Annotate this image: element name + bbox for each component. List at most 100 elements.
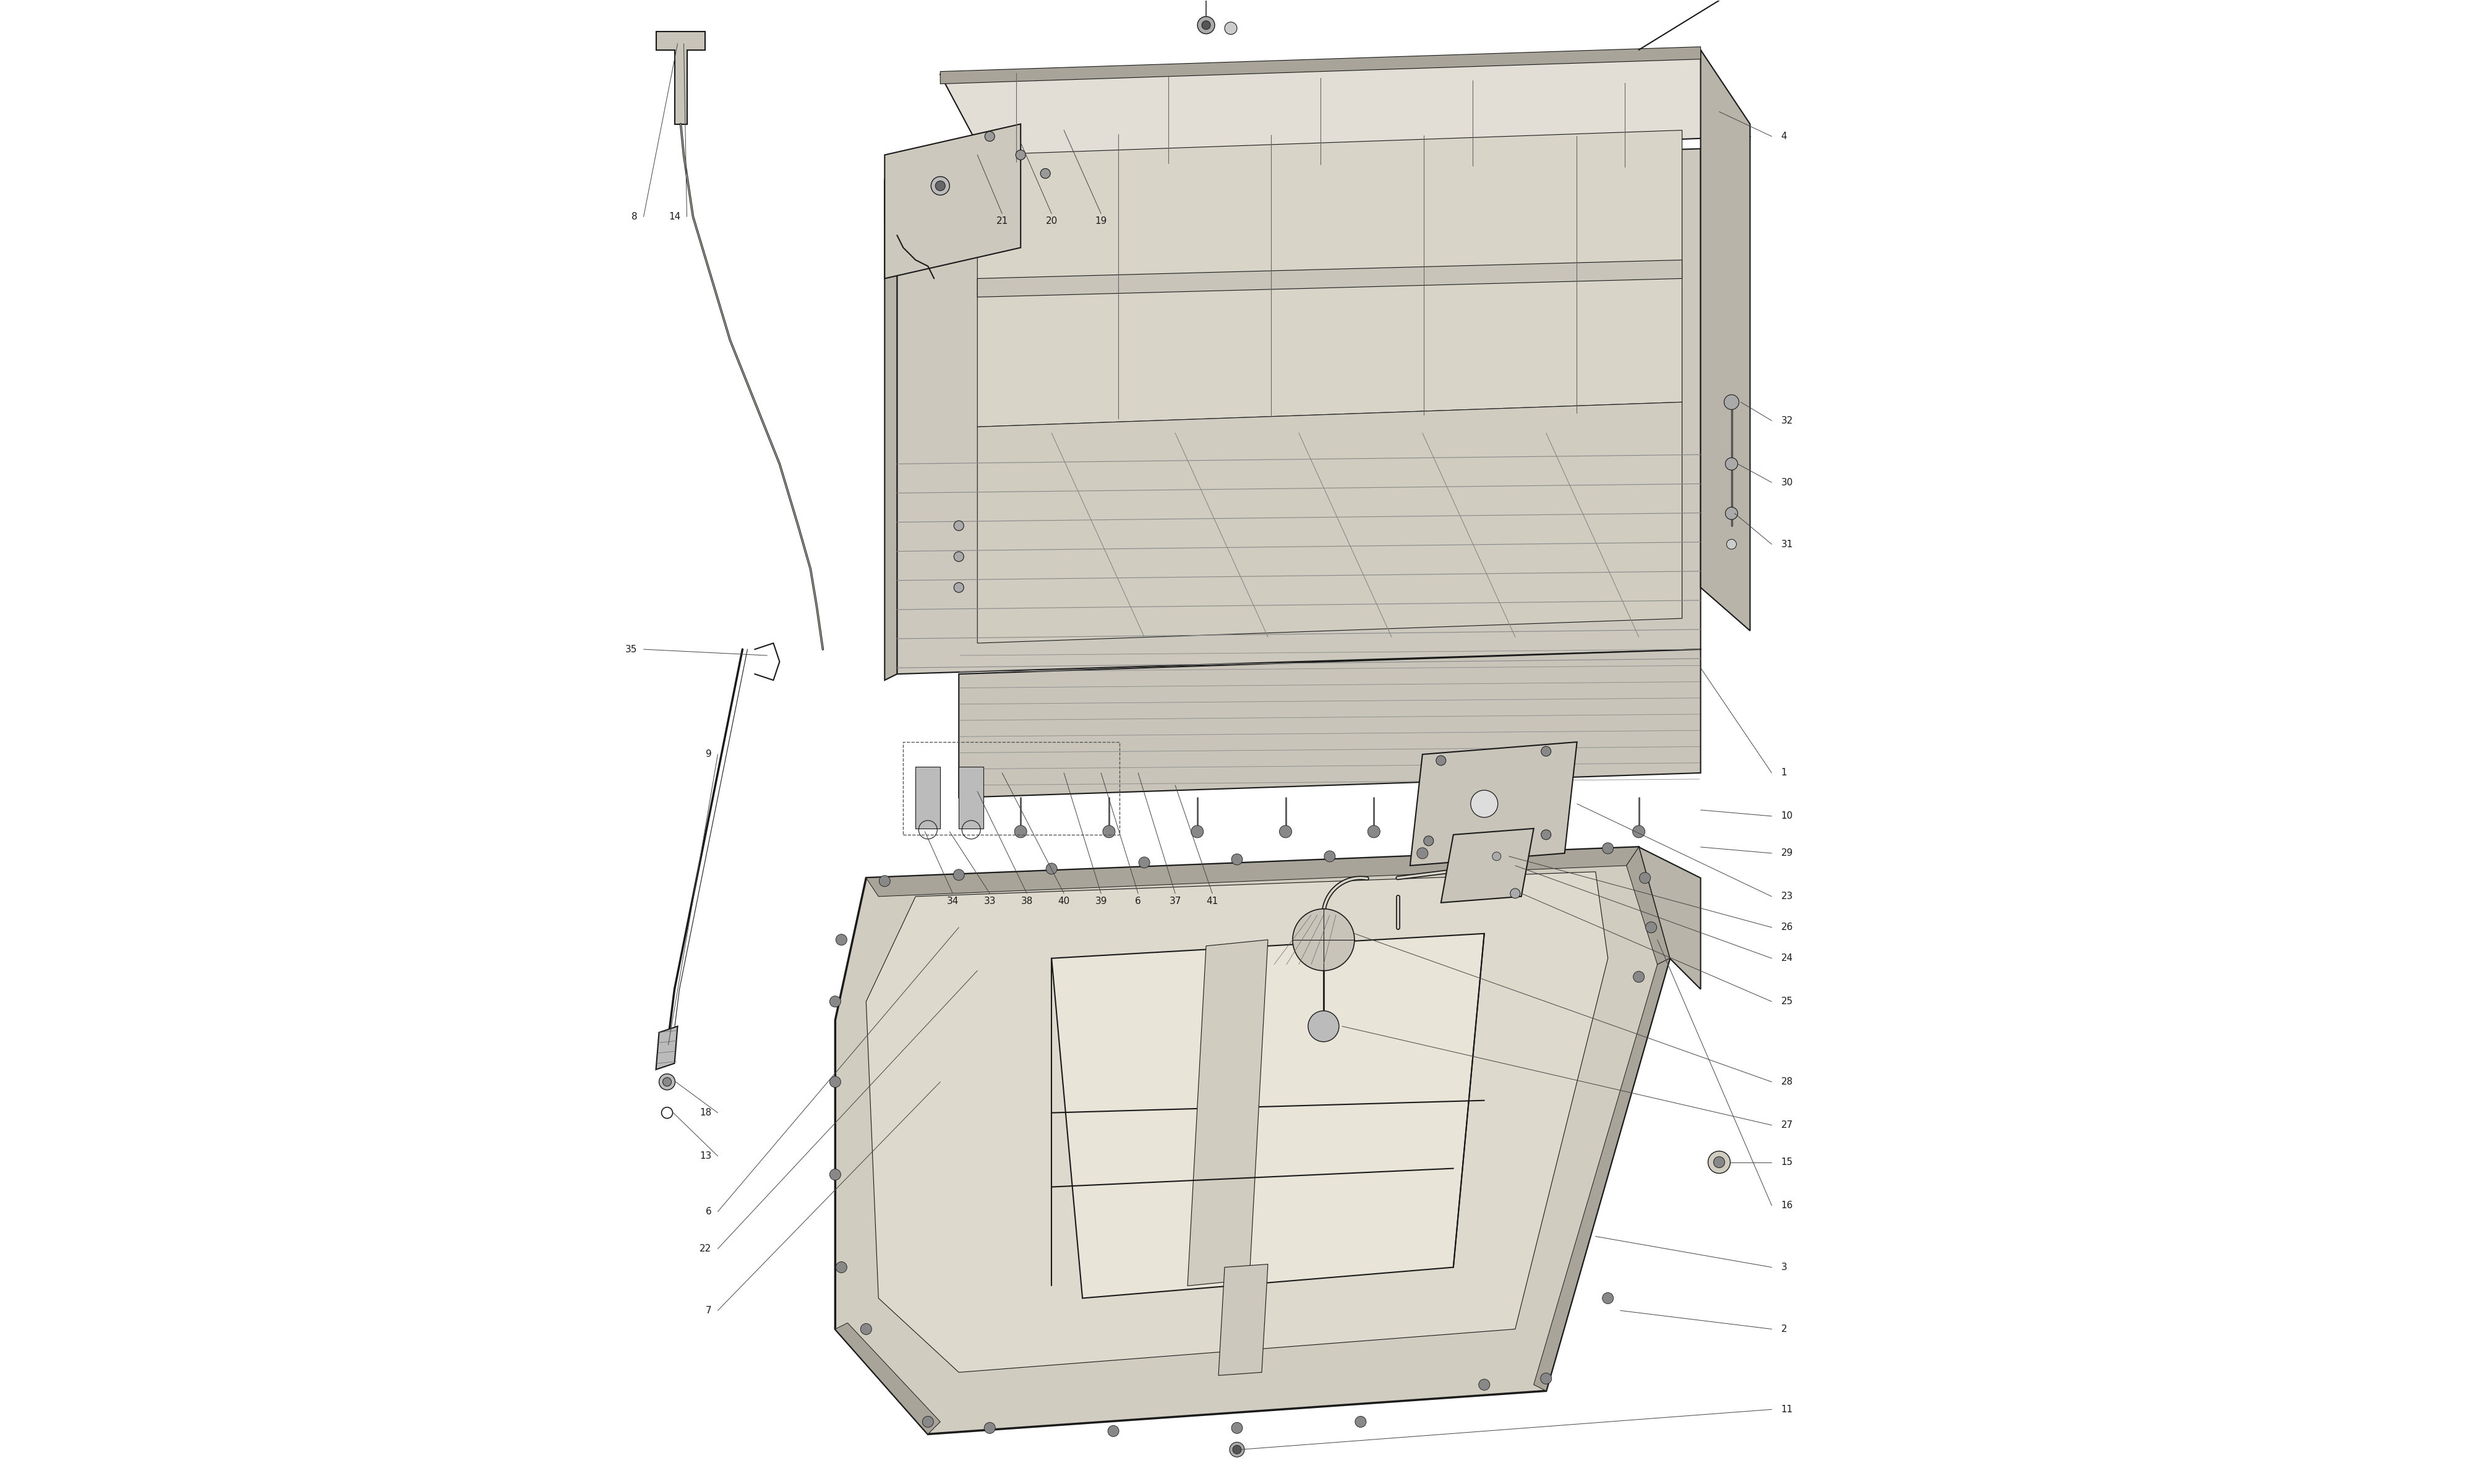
Circle shape <box>1309 1011 1338 1042</box>
Circle shape <box>1544 825 1556 838</box>
Circle shape <box>1633 825 1645 838</box>
Circle shape <box>1470 789 1497 818</box>
Text: 22: 22 <box>700 1244 713 1254</box>
Circle shape <box>1103 825 1116 838</box>
Circle shape <box>829 1169 841 1180</box>
Text: 18: 18 <box>700 1109 713 1117</box>
Text: 38: 38 <box>1022 896 1032 905</box>
Text: 40: 40 <box>1059 896 1069 905</box>
Polygon shape <box>977 131 1682 427</box>
Text: 19: 19 <box>1096 217 1106 226</box>
Circle shape <box>1603 843 1613 853</box>
Text: 8: 8 <box>631 212 638 221</box>
Text: 35: 35 <box>626 644 638 654</box>
Text: 30: 30 <box>1781 478 1794 487</box>
Text: 31: 31 <box>1781 540 1794 549</box>
Circle shape <box>829 1076 841 1088</box>
Text: 27: 27 <box>1781 1120 1794 1129</box>
Circle shape <box>952 870 965 880</box>
Polygon shape <box>836 1322 940 1434</box>
Circle shape <box>955 583 965 592</box>
Circle shape <box>1232 853 1242 865</box>
Circle shape <box>1541 830 1551 840</box>
Circle shape <box>1541 746 1551 757</box>
Circle shape <box>1714 1156 1724 1168</box>
Circle shape <box>923 1416 933 1428</box>
Text: 39: 39 <box>1096 896 1106 905</box>
Circle shape <box>955 552 965 561</box>
Circle shape <box>1202 21 1210 30</box>
Circle shape <box>1727 539 1737 549</box>
Circle shape <box>1492 852 1502 861</box>
Circle shape <box>1324 850 1336 862</box>
Circle shape <box>1108 1426 1118 1437</box>
Text: 20: 20 <box>1047 217 1056 226</box>
Circle shape <box>1368 825 1380 838</box>
Circle shape <box>1017 150 1027 160</box>
Text: 14: 14 <box>668 212 680 221</box>
Polygon shape <box>977 260 1682 297</box>
Circle shape <box>1509 844 1522 856</box>
Circle shape <box>658 1074 675 1089</box>
Text: 4: 4 <box>1781 132 1786 141</box>
Circle shape <box>829 996 841 1008</box>
Text: 32: 32 <box>1781 416 1794 426</box>
Bar <box>960 767 985 828</box>
Polygon shape <box>940 47 1700 85</box>
Circle shape <box>1724 395 1739 410</box>
Text: 34: 34 <box>948 896 957 905</box>
Polygon shape <box>656 31 705 125</box>
Text: 13: 13 <box>700 1152 713 1160</box>
Polygon shape <box>886 174 898 680</box>
Circle shape <box>955 521 965 531</box>
Polygon shape <box>1440 828 1534 902</box>
Text: 6: 6 <box>1136 896 1141 905</box>
Polygon shape <box>940 50 1749 168</box>
Text: 2: 2 <box>1781 1324 1786 1334</box>
Circle shape <box>1225 22 1237 34</box>
Circle shape <box>1645 922 1658 933</box>
Circle shape <box>1707 1152 1729 1174</box>
Polygon shape <box>836 847 1670 1434</box>
Circle shape <box>663 1077 670 1086</box>
Text: 1: 1 <box>1781 769 1786 778</box>
Circle shape <box>1014 825 1027 838</box>
Text: 28: 28 <box>1781 1077 1794 1086</box>
Circle shape <box>1423 835 1432 846</box>
Circle shape <box>1232 1445 1242 1454</box>
Text: 7: 7 <box>705 1306 713 1315</box>
Text: 16: 16 <box>1781 1201 1794 1209</box>
Circle shape <box>1640 873 1650 883</box>
Circle shape <box>1356 1416 1366 1428</box>
Circle shape <box>1541 1373 1551 1385</box>
Text: 11: 11 <box>1781 1405 1794 1414</box>
Polygon shape <box>1051 933 1484 1298</box>
Circle shape <box>836 935 846 945</box>
Text: 3: 3 <box>1781 1263 1786 1272</box>
Text: 25: 25 <box>1781 997 1794 1006</box>
Circle shape <box>1042 169 1051 178</box>
Circle shape <box>1291 908 1353 971</box>
Circle shape <box>1230 1442 1244 1457</box>
Circle shape <box>878 876 891 886</box>
Polygon shape <box>1220 1264 1267 1376</box>
Text: 15: 15 <box>1781 1158 1794 1166</box>
Polygon shape <box>866 871 1608 1373</box>
Circle shape <box>1418 847 1427 859</box>
Polygon shape <box>656 1027 678 1070</box>
Text: 23: 23 <box>1781 892 1794 901</box>
Circle shape <box>1047 864 1056 874</box>
Bar <box>903 742 1121 834</box>
Polygon shape <box>866 847 1638 896</box>
Text: 26: 26 <box>1781 923 1794 932</box>
Polygon shape <box>886 162 960 229</box>
Circle shape <box>985 132 995 141</box>
Circle shape <box>985 1422 995 1434</box>
Circle shape <box>930 177 950 194</box>
Text: 24: 24 <box>1781 954 1794 963</box>
Polygon shape <box>1625 847 1670 965</box>
Circle shape <box>1232 1422 1242 1434</box>
Text: 6: 6 <box>705 1206 713 1217</box>
Polygon shape <box>1534 959 1670 1391</box>
Text: 37: 37 <box>1170 896 1180 905</box>
